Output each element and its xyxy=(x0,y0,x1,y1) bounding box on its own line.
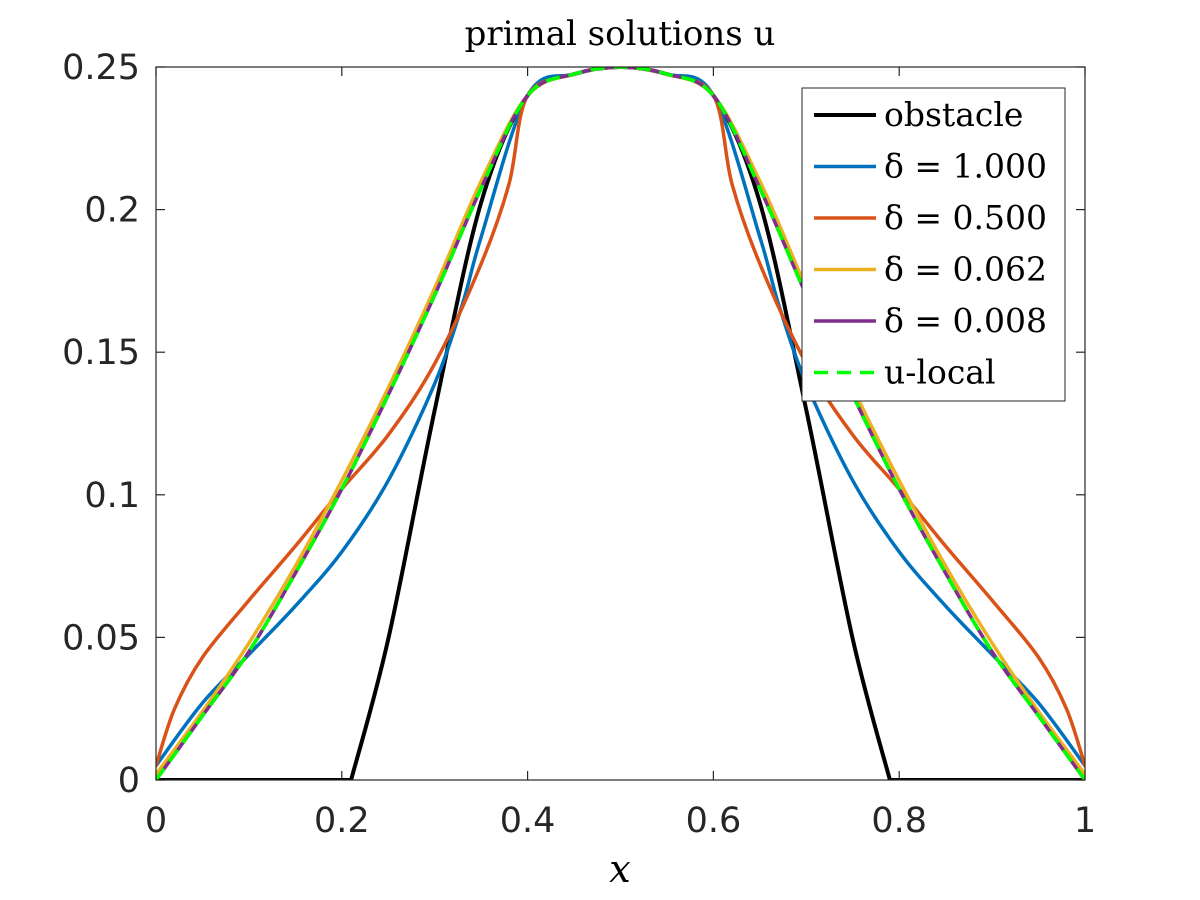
y-tick-label: 0.1 xyxy=(84,476,140,516)
legend-label-3: δ = 0.062 xyxy=(884,250,1047,289)
x-tick-label: 0.4 xyxy=(500,801,556,841)
series-line-0 xyxy=(156,67,1085,780)
legend-label-1: δ = 1.000 xyxy=(884,147,1047,186)
y-tick-label: 0.25 xyxy=(62,48,140,88)
legend-label-2: δ = 0.500 xyxy=(884,198,1047,237)
x-tick-labels: 0 0.2 0.4 0.6 0.8 1 xyxy=(145,801,1096,841)
legend: obstacle δ = 1.000 δ = 0.500 δ = 0.062 δ = 0… xyxy=(801,87,1066,402)
series-line-2 xyxy=(156,67,1085,768)
y-tick-label: 0.05 xyxy=(62,618,140,658)
y-tick-label: 0.15 xyxy=(62,333,140,373)
legend-label-5: u-local xyxy=(884,353,996,392)
series-line-1 xyxy=(156,67,1085,768)
legend-label-0: obstacle xyxy=(884,95,1023,134)
x-tick-label: 1 xyxy=(1074,801,1096,841)
series-layer xyxy=(156,67,1085,780)
x-axis-label: x xyxy=(609,847,630,891)
x-tick-label: 0.6 xyxy=(686,801,742,841)
x-tick-label: 0 xyxy=(145,801,167,841)
plot-frame xyxy=(155,66,1086,781)
y-tick-label: 0.2 xyxy=(84,191,140,231)
y-tick-label: 0 xyxy=(118,761,140,801)
series-line-3 xyxy=(156,67,1085,777)
legend-box xyxy=(801,87,1066,402)
legend-label-4: δ = 0.008 xyxy=(884,301,1047,340)
x-tick-label: 0.2 xyxy=(314,801,370,841)
chart-title: primal solutions u xyxy=(465,14,776,54)
x-tick-label: 0.8 xyxy=(871,801,927,841)
y-tick-labels: 0 0.05 0.1 0.15 0.2 0.25 xyxy=(62,48,140,801)
series-line-4 xyxy=(156,67,1085,780)
